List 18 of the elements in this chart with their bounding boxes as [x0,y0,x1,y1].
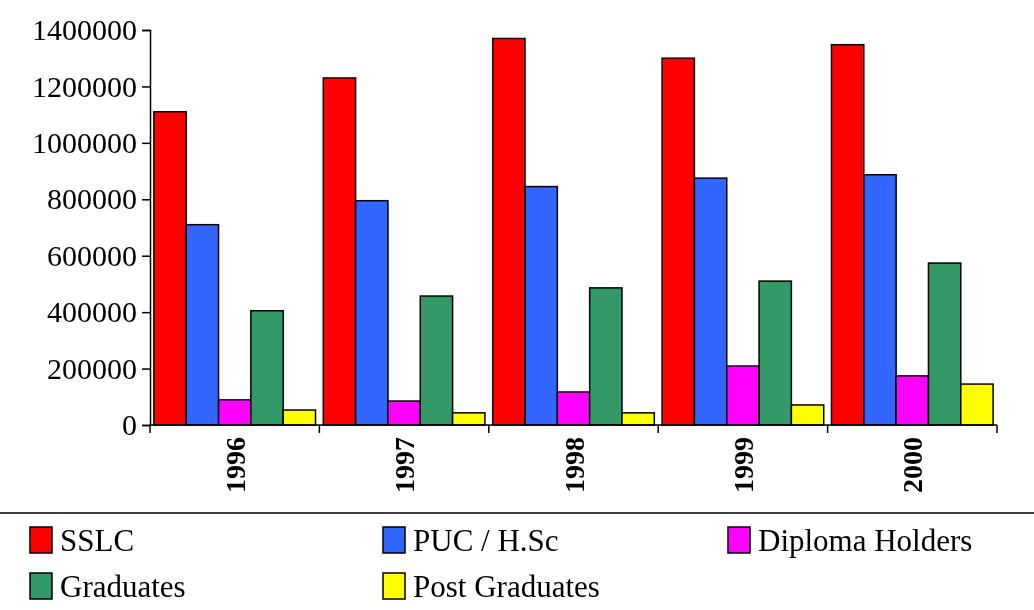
legend-label: Post Graduates [413,569,600,604]
x-tick-label: 1999 [727,437,759,493]
legend-label: SSLC [60,523,135,558]
y-tick-label: 400000 [47,295,137,329]
y-tick-label: 1400000 [32,13,137,47]
x-tick-label: 1998 [558,437,590,493]
y-tick-label: 1000000 [32,125,137,159]
y-tick-label: 0 [122,408,137,442]
legend-label: Diploma Holders [758,523,973,558]
y-tick-label: 200000 [47,351,137,385]
y-tick-label: 800000 [47,182,137,216]
y-tick-label: 600000 [47,238,137,272]
y-tick-label: 1200000 [32,69,137,103]
x-tick-label: 2000 [897,437,929,493]
legend-label: Graduates [60,569,186,604]
x-tick-label: 1996 [219,437,251,493]
legend-label: PUC / H.Sc [413,523,559,558]
x-tick-label: 1997 [389,437,421,493]
